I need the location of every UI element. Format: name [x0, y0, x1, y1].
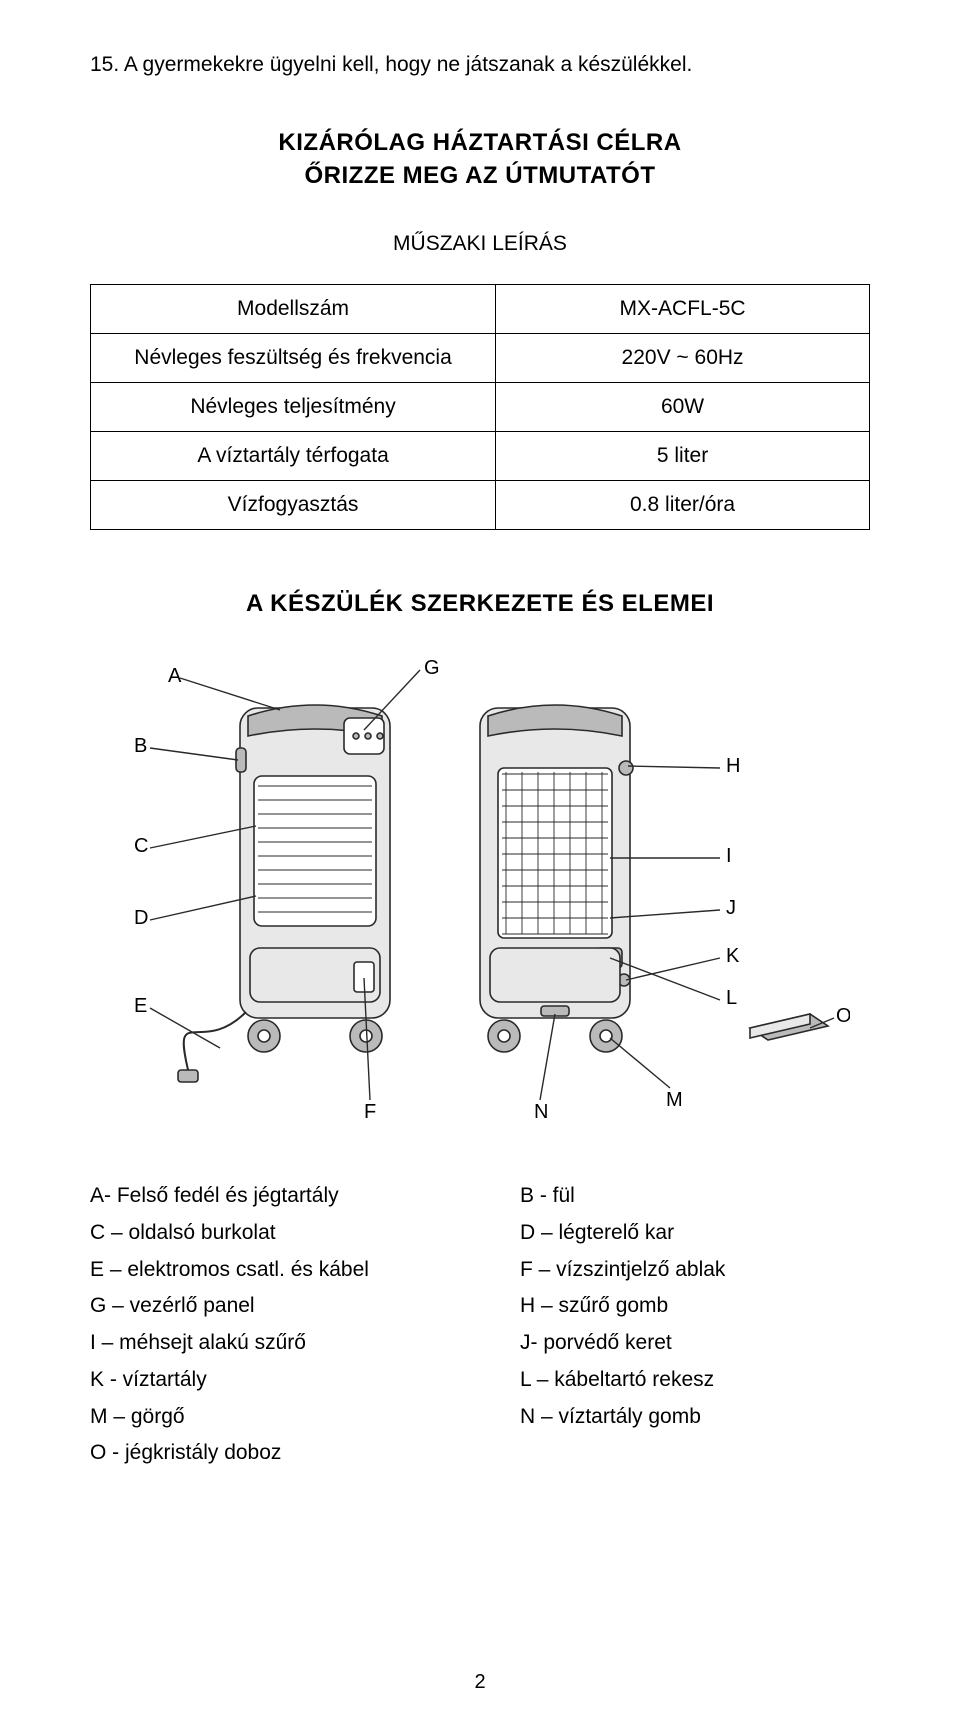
svg-text:D: D: [134, 907, 148, 929]
legend-item: D – légterelő kar: [520, 1215, 870, 1252]
legend-item: J- porvédő keret: [520, 1325, 870, 1362]
spec-value: 0.8 liter/óra: [496, 481, 870, 530]
svg-text:H: H: [726, 755, 740, 777]
legend-item: O - jégkristály doboz: [90, 1435, 440, 1472]
list-item-15: 15. A gyermekekre ügyelni kell, hogy ne …: [90, 50, 870, 79]
svg-text:A: A: [168, 665, 182, 687]
spec-value: 5 liter: [496, 432, 870, 481]
page-number: 2: [0, 1671, 960, 1694]
legend-item: F – vízszintjelző ablak: [520, 1252, 870, 1289]
legend-item: N – víztartály gomb: [520, 1399, 870, 1436]
legend-item: C – oldalsó burkolat: [90, 1215, 440, 1252]
spec-value: MX-ACFL-5C: [496, 285, 870, 334]
legend-item: K - víztartály: [90, 1362, 440, 1399]
svg-text:M: M: [666, 1089, 683, 1111]
legend-column-left: A- Felső fedél és jégtartályC – oldalsó …: [90, 1178, 440, 1472]
legend-item: M – görgő: [90, 1399, 440, 1436]
table-row: Névleges teljesítmény60W: [91, 383, 870, 432]
legend-item: A- Felső fedél és jégtartály: [90, 1178, 440, 1215]
svg-text:C: C: [134, 835, 148, 857]
spec-label: Vízfogyasztás: [91, 481, 496, 530]
spec-label: Modellszám: [91, 285, 496, 334]
usage-heading: KIZÁRÓLAG HÁZTARTÁSI CÉLRA ŐRIZZE MEG AZ…: [90, 127, 870, 192]
table-row: A víztartály térfogata5 liter: [91, 432, 870, 481]
legend-item: E – elektromos csatl. és kábel: [90, 1252, 440, 1289]
svg-text:L: L: [726, 987, 737, 1009]
legend-column-right: B - fülD – légterelő karF – vízszintjelz…: [520, 1178, 870, 1472]
svg-text:I: I: [726, 845, 732, 867]
heading-line-2: ŐRIZZE MEG AZ ÚTMUTATÓT: [304, 162, 655, 189]
spec-label: Névleges feszültség és frekvencia: [91, 334, 496, 383]
table-row: ModellszámMX-ACFL-5C: [91, 285, 870, 334]
svg-text:G: G: [424, 657, 440, 679]
svg-text:B: B: [134, 735, 147, 757]
svg-text:E: E: [134, 995, 147, 1017]
legend-item: H – szűrő gomb: [520, 1288, 870, 1325]
svg-text:O: O: [836, 1005, 850, 1027]
parts-section-title: A KÉSZÜLÉK SZERKEZETE ÉS ELEMEI: [90, 590, 870, 618]
svg-text:J: J: [726, 897, 736, 919]
parts-legend: A- Felső fedél és jégtartályC – oldalsó …: [90, 1178, 870, 1472]
legend-item: B - fül: [520, 1178, 870, 1215]
legend-item: G – vezérlő panel: [90, 1288, 440, 1325]
legend-item: I – méhsejt alakú szűrő: [90, 1325, 440, 1362]
spec-value: 60W: [496, 383, 870, 432]
spec-label: Névleges teljesítmény: [91, 383, 496, 432]
heading-line-1: KIZÁRÓLAG HÁZTARTÁSI CÉLRA: [278, 129, 681, 156]
svg-text:F: F: [364, 1101, 376, 1123]
legend-item: L – kábeltartó rekesz: [520, 1362, 870, 1399]
spec-section-title: MŰSZAKI LEÍRÁS: [90, 232, 870, 256]
spec-table: ModellszámMX-ACFL-5CNévleges feszültség …: [90, 284, 870, 530]
parts-diagram-svg: A B C D E F G H I J KL M N O: [110, 648, 850, 1128]
svg-text:N: N: [534, 1101, 548, 1123]
parts-diagram: A B C D E F G H I J KL M N O: [90, 648, 870, 1128]
spec-value: 220V ~ 60Hz: [496, 334, 870, 383]
spec-label: A víztartály térfogata: [91, 432, 496, 481]
svg-text:K: K: [726, 945, 740, 967]
table-row: Vízfogyasztás0.8 liter/óra: [91, 481, 870, 530]
table-row: Névleges feszültség és frekvencia220V ~ …: [91, 334, 870, 383]
